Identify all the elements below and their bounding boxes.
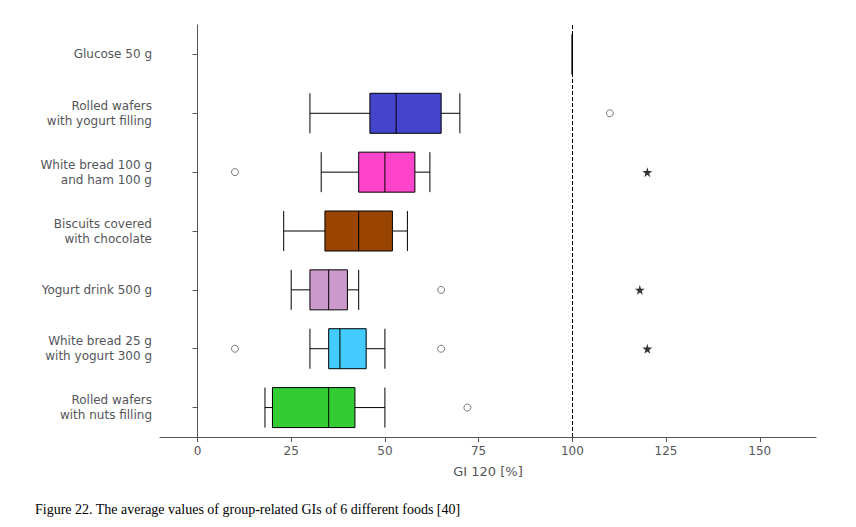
svg-text:125: 125 [655, 444, 678, 458]
svg-text:and ham 100 g: and ham 100 g [61, 173, 152, 187]
svg-text:100: 100 [561, 444, 584, 458]
svg-text:150: 150 [748, 444, 771, 458]
svg-text:Biscuits covered: Biscuits covered [54, 217, 152, 231]
svg-text:with chocolate: with chocolate [64, 232, 152, 246]
svg-text:Glucose 50 g: Glucose 50 g [74, 47, 152, 61]
svg-text:Figure 22. The average values: Figure 22. The average values of group-r… [35, 502, 460, 517]
svg-text:with nuts filling: with nuts filling [60, 408, 152, 422]
svg-text:50: 50 [377, 444, 392, 458]
svg-text:25: 25 [284, 444, 299, 458]
svg-text:Rolled wafers: Rolled wafers [71, 99, 152, 113]
svg-text:White bread 100 g: White bread 100 g [41, 158, 153, 172]
svg-text:White bread 25 g: White bread 25 g [48, 334, 152, 348]
svg-text:75: 75 [471, 444, 486, 458]
svg-text:with yogurt 300 g: with yogurt 300 g [45, 349, 152, 363]
svg-text:Yogurt drink 500 g: Yogurt drink 500 g [41, 283, 152, 297]
svg-text:Rolled wafers: Rolled wafers [71, 393, 152, 407]
svg-text:0: 0 [194, 444, 202, 458]
svg-text:GI 120 [%]: GI 120 [%] [453, 464, 522, 479]
svg-text:with yogurt filling: with yogurt filling [47, 114, 152, 128]
